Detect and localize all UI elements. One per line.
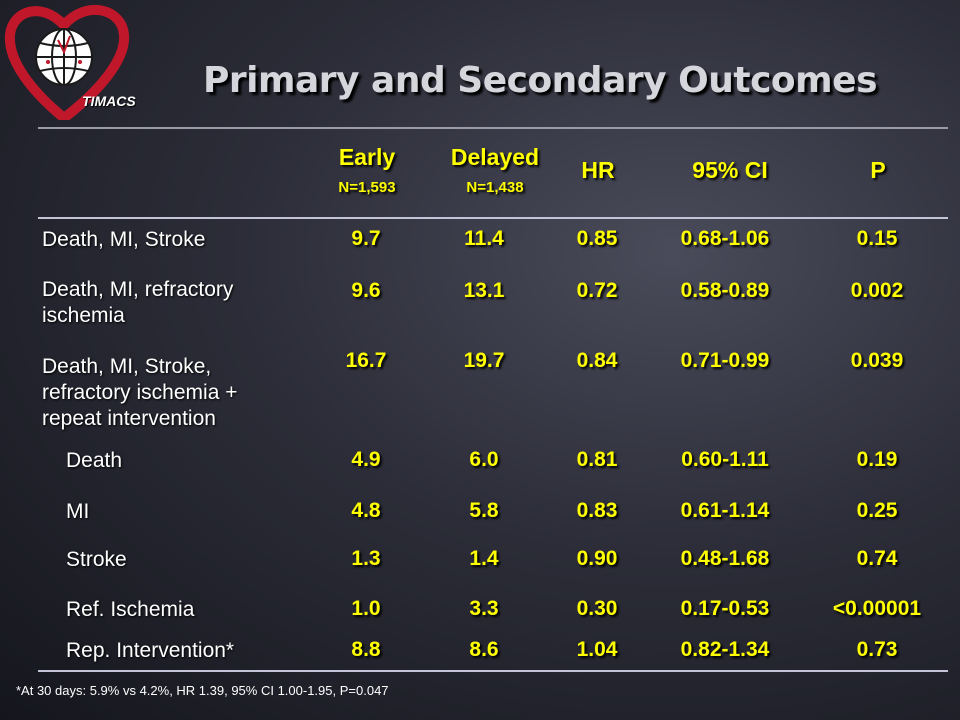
heart-globe-icon [4,4,130,120]
logo-label: TIMACS [82,93,136,109]
cell-delayed: 19.7 [463,349,505,372]
cell-ci: 0.71-0.99 [680,349,770,372]
cell-early: 9.6 [351,279,381,302]
top-divider [38,127,948,129]
cell-p: 0.15 [856,227,898,250]
cell-p: 0.74 [856,547,898,570]
row-label: Ref. Ischemia [66,598,195,621]
header-p: P [818,157,938,184]
footnote: *At 30 days: 5.9% vs 4.2%, HR 1.39, 95% … [16,683,389,698]
cell-early: 8.8 [351,638,381,661]
cell-hr: 0.84 [576,349,618,372]
row-label: MI [66,500,90,523]
cell-p: <0.00001 [832,597,922,620]
header-ci: 95% CI [650,157,810,184]
header-divider [38,217,948,219]
cell-ci: 0.82-1.34 [680,638,770,661]
cell-early: 4.8 [351,499,381,522]
cell-early: 1.3 [351,547,381,570]
row-label: Stroke [66,548,127,571]
cell-p: 0.002 [850,279,904,302]
cell-p: 0.73 [856,638,898,661]
cell-delayed: 3.3 [469,597,499,620]
cell-hr: 0.30 [576,597,618,620]
cell-early: 4.9 [351,448,381,471]
bottom-divider [38,670,948,672]
cell-delayed: 5.8 [469,499,499,522]
header-ci-label: 95% CI [692,157,768,183]
cell-delayed: 13.1 [463,279,505,302]
cell-ci: 0.60-1.11 [681,448,769,471]
cell-delayed: 1.4 [469,547,499,570]
cell-ci: 0.68-1.06 [680,227,770,250]
cell-delayed: 6.0 [469,448,499,471]
cell-delayed: 8.6 [469,638,499,661]
cell-hr: 0.90 [576,547,618,570]
cell-ci: 0.58-0.89 [680,279,770,302]
cell-hr: 0.83 [576,499,618,522]
header-hr: HR [538,157,658,184]
cell-hr: 1.04 [576,638,618,661]
cell-hr: 0.85 [576,227,618,250]
header-early-label: Early [338,144,396,170]
cell-early: 1.0 [351,597,381,620]
header-early-n: N=1,593 [338,179,396,196]
cell-p: 0.039 [850,349,904,372]
slide-title: Primary and Secondary Outcomes [203,60,878,101]
timacs-logo: TIMACS [0,0,170,120]
row-label: Death, MI, Stroke [42,228,206,251]
row-label: Death, MI, Stroke, refractory ischemia +… [42,355,238,430]
cell-delayed: 11.4 [464,227,504,250]
row-label: Death, MI, refractory ischemia [42,278,234,327]
cell-early: 16.7 [345,349,387,372]
cell-hr: 0.72 [576,279,618,302]
cell-hr: 0.81 [576,448,618,471]
header-early: Early N=1,593 [307,144,427,196]
cell-ci: 0.61-1.14 [680,499,770,522]
header-hr-label: HR [581,157,615,183]
cell-ci: 0.17-0.53 [680,597,770,620]
header-delayed: Delayed N=1,438 [425,144,565,196]
cell-early: 9.7 [351,227,381,250]
cell-ci: 0.48-1.68 [680,547,770,570]
header-delayed-label: Delayed [450,144,540,170]
row-label: Death [66,449,123,472]
header-p-label: P [870,157,886,183]
row-label: Rep. Intervention* [66,639,235,662]
cell-p: 0.25 [856,499,898,522]
cell-p: 0.19 [856,448,898,471]
header-delayed-n: N=1,438 [466,179,524,196]
